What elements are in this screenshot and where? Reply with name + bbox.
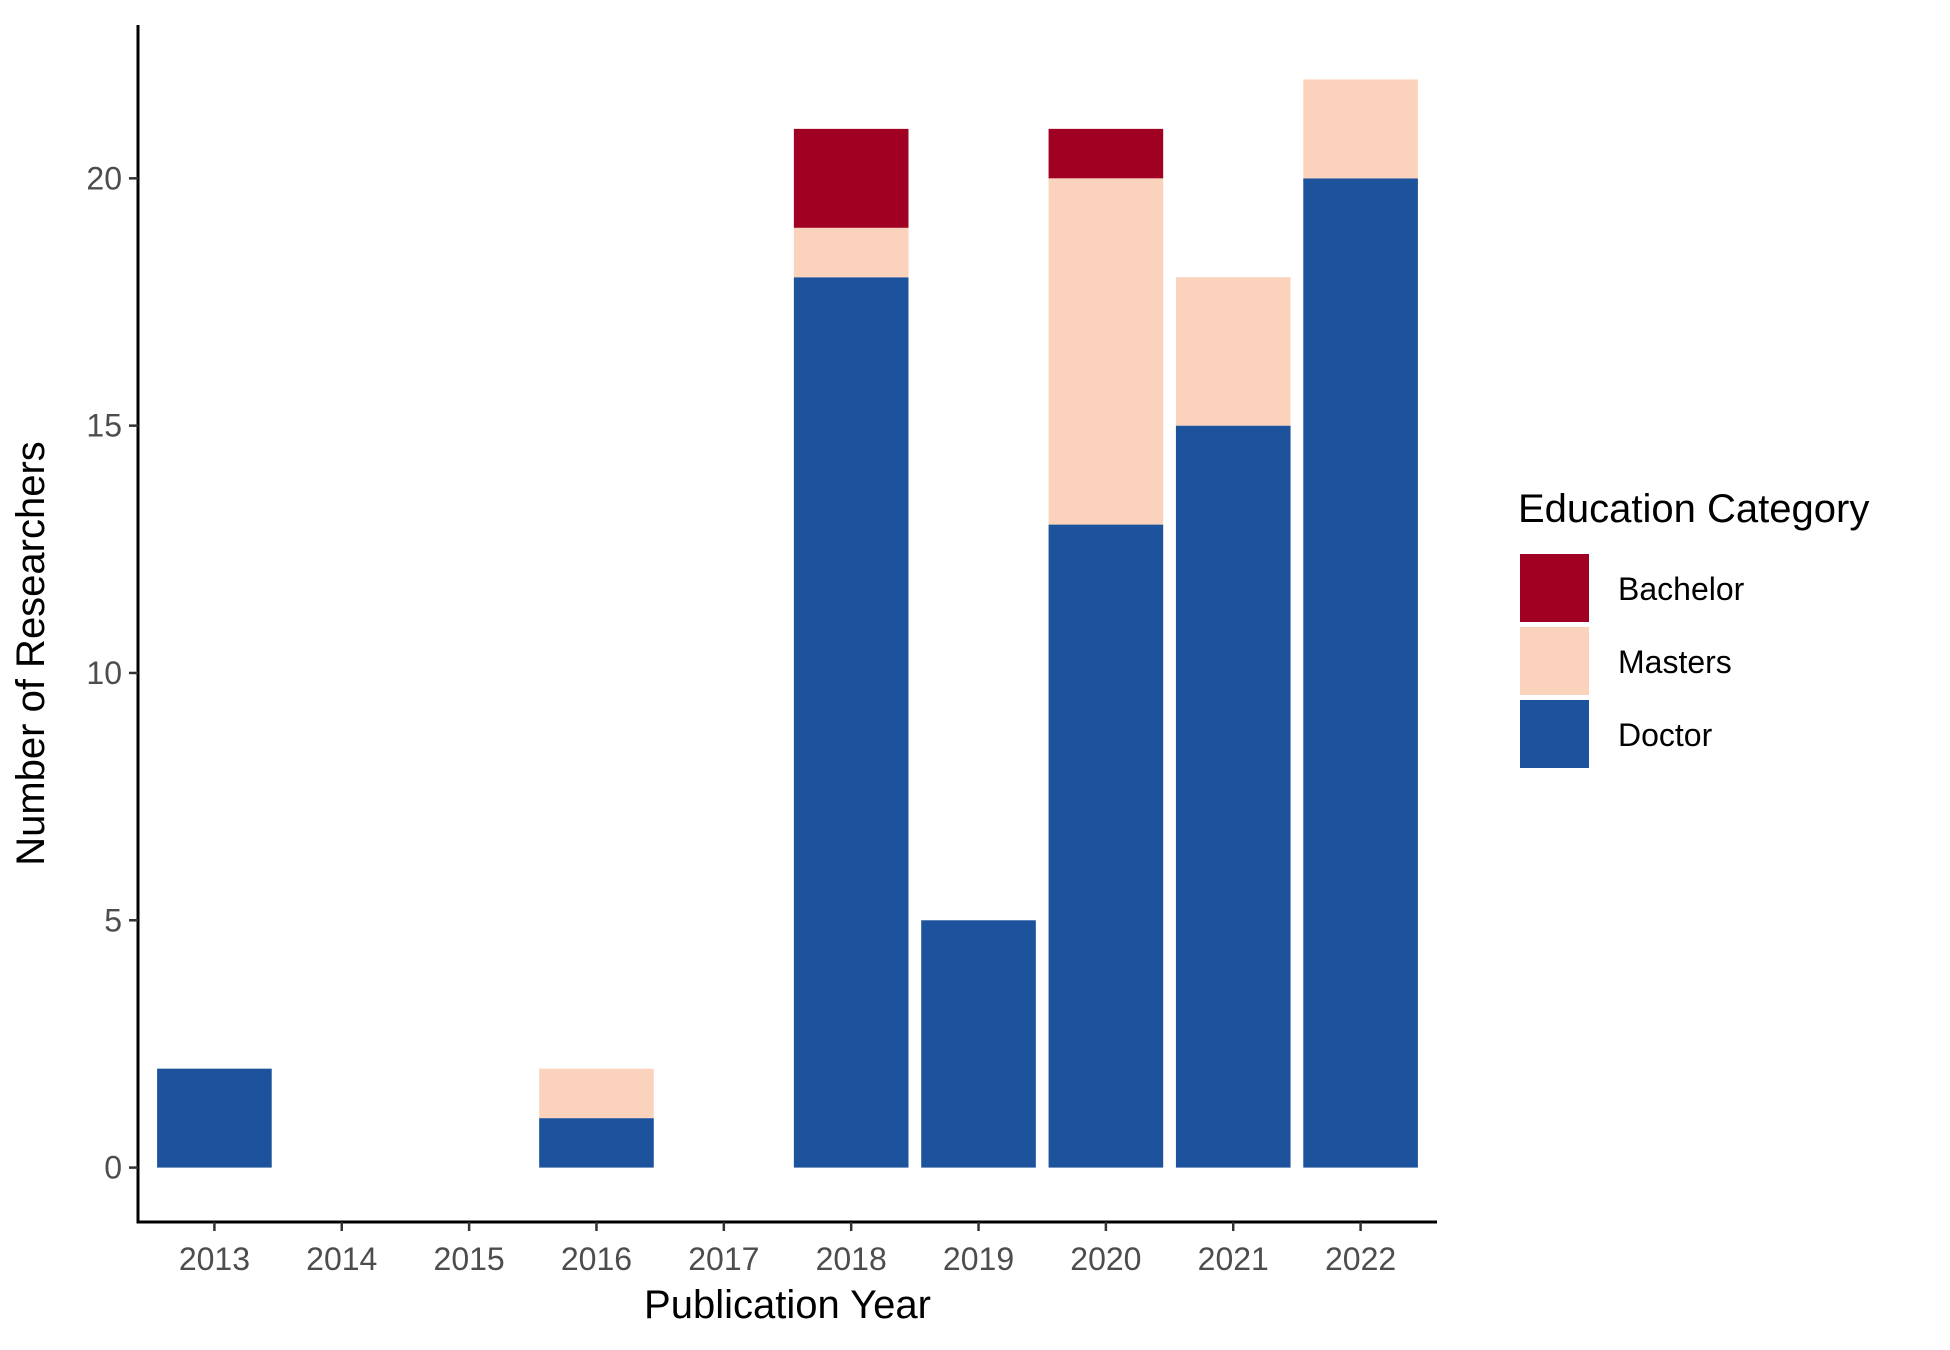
legend-swatch-masters [1520, 627, 1589, 695]
y-tick-label: 10 [86, 655, 122, 691]
y-tick-label: 20 [86, 160, 122, 196]
bar-doctor-2021 [1175, 425, 1291, 1168]
x-tick-label: 2022 [1325, 1241, 1396, 1277]
legend: Education Category Bachelor Masters Doctor [1518, 487, 1869, 768]
x-tick-label: 2017 [688, 1241, 759, 1277]
legend-items: Bachelor Masters Doctor [1520, 554, 1745, 768]
legend-label-doctor: Doctor [1618, 717, 1713, 753]
y-axis-title: Number of Researchers [9, 441, 53, 866]
x-axis-ticks: 2013 2014 2015 2016 2017 2018 2019 2020 2021 2022 [179, 1222, 1396, 1277]
x-tick-label: 2019 [943, 1241, 1014, 1277]
legend-swatch-doctor [1520, 700, 1589, 768]
x-tick-label: 2014 [306, 1241, 377, 1277]
x-tick-label: 2021 [1198, 1241, 1269, 1277]
y-tick-label: 0 [104, 1150, 122, 1186]
legend-swatch-bachelor [1520, 554, 1589, 622]
bar-bachelor-2020 [1048, 128, 1164, 179]
x-tick-label: 2016 [561, 1241, 632, 1277]
bar-masters-2021 [1175, 277, 1291, 426]
bar-masters-2016 [539, 1068, 654, 1119]
x-tick-label: 2015 [434, 1241, 505, 1277]
x-tick-label: 2013 [179, 1241, 250, 1277]
bar-masters-2022 [1303, 79, 1418, 179]
bar-bachelor-2018 [793, 128, 909, 228]
y-axis-ticks: 0 5 10 15 20 [86, 160, 138, 1186]
bars-group [157, 79, 1418, 1168]
bar-doctor-2020 [1048, 524, 1164, 1168]
bar-doctor-2013 [157, 1068, 272, 1168]
legend-label-masters: Masters [1618, 644, 1732, 680]
bar-doctor-2018 [793, 277, 909, 1168]
bar-masters-2020 [1048, 178, 1164, 525]
y-tick-label: 5 [104, 902, 122, 938]
bar-doctor-2016 [539, 1118, 654, 1168]
legend-title: Education Category [1518, 487, 1869, 531]
bar-masters-2018 [793, 227, 909, 278]
x-tick-label: 2020 [1070, 1241, 1141, 1277]
x-tick-label: 2018 [816, 1241, 887, 1277]
x-axis-title: Publication Year [644, 1283, 931, 1327]
y-tick-label: 15 [86, 408, 122, 444]
bar-doctor-2022 [1303, 178, 1418, 1168]
bar-doctor-2019 [921, 920, 1036, 1168]
legend-label-bachelor: Bachelor [1618, 571, 1745, 607]
